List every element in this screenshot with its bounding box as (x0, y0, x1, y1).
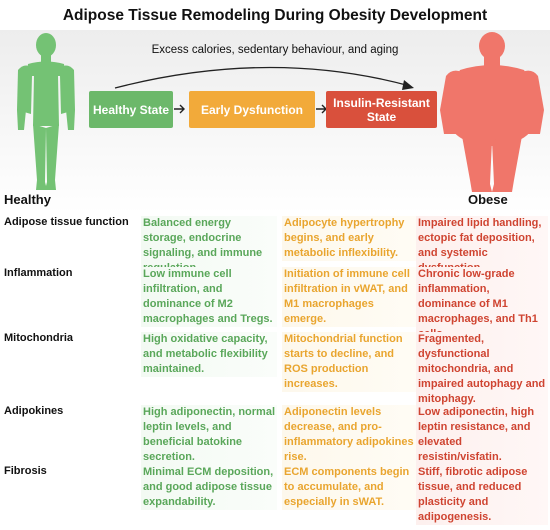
resistant-cell: Chronic low-grade inflammation, dominanc… (416, 267, 548, 342)
progression-label: Excess calories, sedentary behaviour, an… (151, 44, 399, 56)
early-cell: Initiation of immune cell infiltration i… (282, 267, 418, 327)
stage-healthy-state: Healthy State (89, 91, 173, 128)
healthy-label: Healthy (4, 192, 51, 207)
stage-early-dysfunction: Early Dysfunction (189, 91, 315, 128)
healthy-person-icon (17, 33, 75, 190)
obese-person-icon (440, 32, 544, 192)
progression-arc-arrow (114, 66, 414, 90)
resistant-cell: Low adiponectin, high leptin resistance,… (416, 405, 548, 465)
early-cell: ECM components begin to accumulate, and … (282, 465, 418, 510)
early-cell: Adiponectin levels decrease, and pro-inf… (282, 405, 418, 465)
healthy-cell: High oxidative capacity, and metabolic f… (141, 332, 277, 377)
healthy-cell: High adiponectin, normal leptin levels, … (141, 405, 277, 465)
healthy-cell: Minimal ECM deposition, and good adipose… (141, 465, 277, 510)
diagram-title: Adipose Tissue Remodeling During Obesity… (62, 7, 488, 24)
stage-insulin-resistant: Insulin-Resistant State (326, 91, 437, 128)
early-cell: Adipocyte hypertrophy begins, and early … (282, 216, 418, 261)
row-label: Fibrosis (4, 465, 47, 477)
row-label: Adipose tissue function (4, 216, 129, 228)
early-cell: Mitochondrial function starts to decline… (282, 332, 418, 392)
right-arrow-icon (174, 104, 185, 114)
healthy-cell: Low immune cell infiltration, and domina… (141, 267, 277, 327)
row-label: Mitochondria (4, 332, 74, 344)
resistant-cell: Fragmented, dysfunctional mitochondria, … (416, 332, 548, 407)
obese-label: Obese (468, 192, 508, 207)
resistant-cell: Stiff, fibrotic adipose tissue, and redu… (416, 465, 548, 525)
row-label: Inflammation (4, 267, 73, 279)
row-label: Adipokines (4, 405, 64, 417)
